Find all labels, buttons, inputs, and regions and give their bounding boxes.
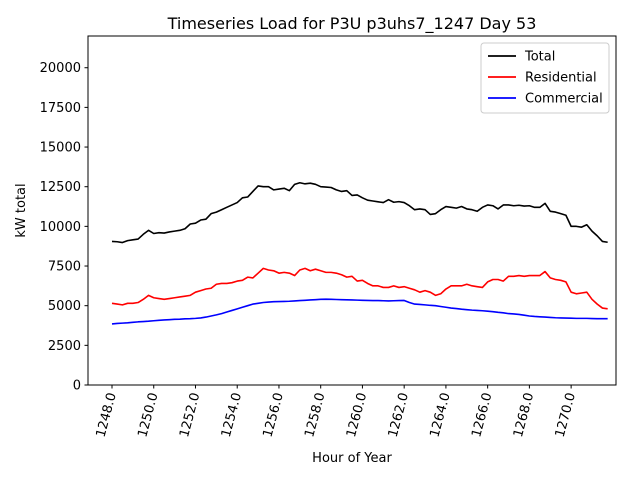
y-tick-label: 15000 [40, 141, 81, 156]
y-tick-label: 0 [73, 379, 81, 394]
legend-label-commercial: Commercial [525, 92, 603, 107]
legend-box [480, 42, 610, 114]
series-line-residential [111, 267, 608, 310]
x-axis-title: Hour of Year [312, 451, 392, 466]
series-line-commercial [111, 298, 608, 325]
y-tick-label: 2500 [48, 339, 81, 354]
legend-label-residential: Residential [525, 71, 597, 86]
series-layer [111, 181, 608, 325]
y-tick-label: 17500 [40, 101, 81, 116]
legend: Total Residential Commercial [480, 42, 610, 114]
legend-label-total: Total [524, 50, 555, 65]
y-tick-label: 10000 [40, 220, 81, 235]
plot-frame [87, 35, 617, 386]
y-tick-label: 20000 [40, 61, 81, 76]
y-tick-label: 7500 [48, 260, 81, 275]
y-tick-label: 12500 [40, 180, 81, 195]
chart-title: Timeseries Load for P3U p3uhs7_1247 Day … [167, 14, 537, 34]
y-tick-label: 5000 [48, 299, 81, 314]
series-line-total [111, 181, 608, 244]
y-axis-title: kW total [14, 183, 29, 237]
